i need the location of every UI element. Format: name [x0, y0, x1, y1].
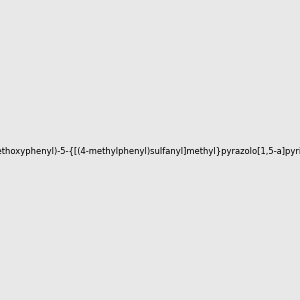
- Text: 2-ethyl-3-(4-methoxyphenyl)-5-{[(4-methylphenyl)sulfanyl]methyl}pyrazolo[1,5-a]p: 2-ethyl-3-(4-methoxyphenyl)-5-{[(4-methy…: [0, 147, 300, 156]
